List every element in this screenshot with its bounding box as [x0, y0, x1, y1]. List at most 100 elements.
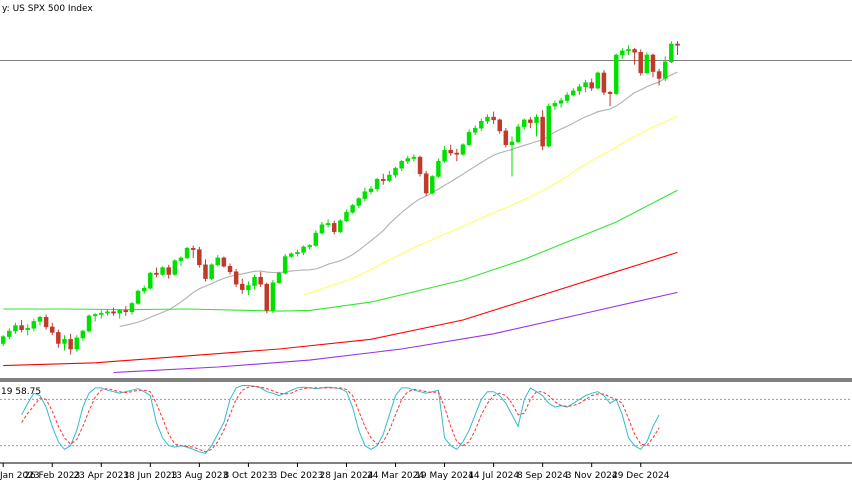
candle-body: [270, 282, 276, 311]
candle: [123, 306, 129, 316]
time-tick-label: 3 Dec 2023: [272, 471, 324, 481]
candle-body: [460, 144, 466, 155]
candle: [528, 117, 533, 129]
candle: [184, 246, 190, 260]
candle: [99, 310, 104, 319]
candle-body: [534, 116, 539, 123]
candle: [662, 56, 668, 82]
candle: [589, 78, 594, 91]
candle-body: [264, 283, 270, 311]
candle-body: [472, 127, 478, 133]
candle: [258, 271, 263, 287]
candle-body: [135, 290, 141, 304]
candle: [546, 103, 552, 148]
candle: [209, 263, 214, 280]
candle: [233, 268, 239, 287]
candle-body: [601, 72, 607, 93]
time-tick-label: 28 Jan 2024: [320, 471, 374, 481]
candle: [644, 52, 650, 75]
candle: [632, 48, 637, 65]
candle: [497, 118, 502, 134]
candle-body: [166, 267, 171, 275]
candle: [295, 249, 300, 257]
candle: [479, 118, 484, 131]
candle-body: [160, 267, 165, 275]
candle: [62, 335, 67, 351]
candle-body: [430, 176, 435, 194]
candle: [571, 88, 576, 97]
candle: [552, 100, 558, 111]
candle-body: [344, 212, 349, 221]
candle: [595, 71, 601, 90]
candle: [362, 187, 368, 202]
candle-body: [638, 51, 643, 74]
candle-body: [589, 82, 594, 89]
candle: [368, 186, 374, 195]
candle-body: [515, 126, 521, 143]
candle-body: [276, 272, 282, 284]
candle-body: [86, 315, 92, 332]
candle: [472, 125, 478, 136]
candle: [56, 329, 61, 348]
candle-body: [528, 119, 533, 123]
candle-body: [497, 119, 502, 132]
candle-body: [350, 205, 355, 213]
candle-body: [295, 252, 300, 255]
candle: [178, 256, 184, 267]
candle: [289, 252, 294, 258]
candle-body: [454, 152, 460, 155]
moving-average-400: [113, 291, 678, 374]
candle-body: [423, 173, 429, 194]
candle-body: [68, 339, 73, 350]
time-tick-label: 8 Oct 2023: [223, 471, 273, 481]
candle: [613, 53, 619, 96]
candle: [669, 41, 674, 64]
candle-body: [148, 272, 153, 289]
candle: [325, 219, 331, 228]
time-tick-label: 14 Jul 2024: [468, 471, 519, 481]
candle-body: [356, 198, 361, 206]
candle: [264, 282, 270, 314]
candle: [675, 41, 680, 55]
candle: [7, 328, 12, 340]
candle-body: [558, 100, 564, 104]
candle: [356, 197, 361, 209]
candle-body: [31, 321, 37, 329]
candle: [430, 175, 435, 195]
candle-body: [626, 49, 631, 52]
candle: [197, 246, 202, 268]
candle-body: [117, 310, 122, 314]
candle: [13, 322, 18, 334]
candle: [282, 253, 288, 275]
time-tick-label: 19 May 2024: [415, 471, 474, 481]
candle-body: [111, 311, 116, 314]
candle-body: [374, 178, 380, 190]
candle: [74, 335, 80, 352]
candle: [442, 146, 447, 163]
candle-body: [92, 314, 98, 317]
moving-average-50: [303, 115, 678, 296]
candle: [650, 53, 656, 78]
candle-body: [466, 132, 472, 145]
candle-body: [650, 54, 656, 72]
candle-body: [613, 54, 619, 94]
candle-body: [362, 191, 368, 199]
candle-body: [479, 120, 484, 129]
candle: [246, 281, 251, 296]
candle: [638, 49, 643, 76]
candle: [460, 143, 466, 156]
candle: [620, 48, 625, 60]
candle-body: [129, 303, 135, 312]
candle: [313, 230, 319, 247]
candle-body: [522, 119, 527, 128]
candle-body: [607, 92, 613, 94]
candle: [215, 255, 220, 267]
candle: [270, 279, 276, 314]
candle-body: [99, 312, 104, 315]
candle: [331, 220, 337, 235]
time-tick-label: 3 Nov 2024: [566, 471, 618, 481]
candle-body: [172, 260, 178, 275]
candle: [522, 118, 527, 130]
